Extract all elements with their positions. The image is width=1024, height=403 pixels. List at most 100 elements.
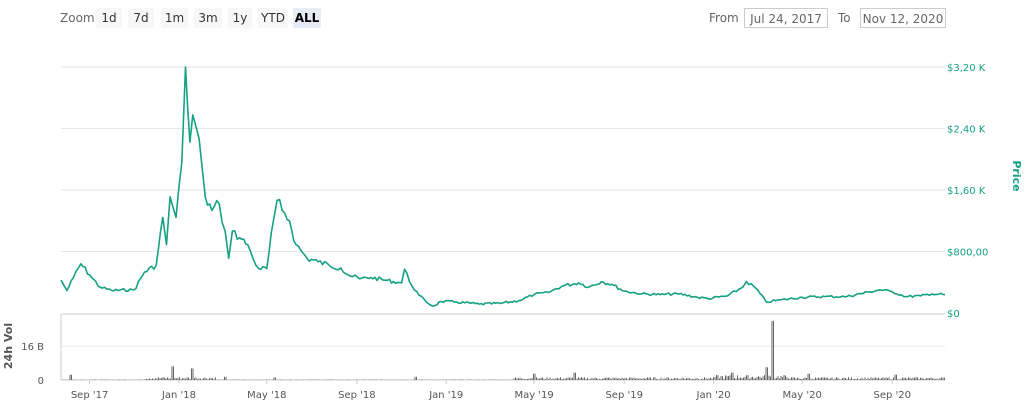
volume-bar [881,378,882,380]
volume-bar [849,378,851,380]
zoom-3m-button[interactable]: 3m [194,8,222,28]
volume-bar [185,378,186,380]
volume-tick-label: 16 B [21,342,44,353]
volume-bar [900,379,902,380]
from-label: From [709,11,739,25]
to-label: To [838,11,851,25]
volume-bar [675,378,677,380]
volume-bar [933,378,935,380]
volume-bar [555,378,557,380]
zoom-ytd-button[interactable]: YTD [258,8,288,28]
volume-bar [714,377,716,380]
volume-bar [159,378,161,380]
volume-bar [902,377,903,380]
from-date-input[interactable]: Jul 24, 2017 [744,8,828,28]
volume-bar [201,379,203,380]
zoom-7d-button[interactable]: 7d [128,8,154,28]
volume-bar [701,378,702,380]
volume-bar [275,377,276,380]
volume-bar [158,377,159,380]
volume-bar [809,373,810,380]
volume-bar [911,378,912,380]
volume-bar [515,377,516,380]
zoom-1d-button[interactable]: 1d [96,8,122,28]
volume-bar [177,378,179,380]
volume-bar [101,379,102,380]
volume-bar [222,379,224,380]
volume-bar [542,377,543,380]
volume-bar [836,377,837,380]
volume-bar [818,377,819,380]
volume-bar [833,379,834,380]
volume-bar [935,379,936,380]
volume-bar [548,379,549,380]
volume-bar [632,378,633,380]
volume-bar [539,378,540,380]
to-date-input[interactable]: Nov 12, 2020 [860,8,946,28]
volume-bar [546,377,548,380]
volume-bar [536,377,537,380]
volume-bar [140,379,141,380]
volume-bar [843,377,845,380]
volume-bar [530,378,531,380]
volume-bar [936,378,938,380]
volume-bar [884,378,885,380]
volume-bar [179,377,180,380]
volume-bar [69,374,71,380]
volume-bar [942,377,944,380]
volume-bar [708,378,710,380]
volume-axis-title: 24h Vol [2,323,15,369]
volume-bar [777,376,779,380]
volume-bar [210,378,212,380]
volume-bar [651,379,653,380]
volume-bar [611,379,612,380]
volume-bar [689,378,690,380]
volume-bar [846,379,848,380]
volume-bar [857,378,858,380]
volume-bar [894,374,896,380]
volume-bar [774,378,776,380]
price-layer [60,66,946,307]
volume-bar [602,378,603,380]
volume-bar [516,378,518,380]
volume-bar [561,379,563,380]
volume-bar [608,377,609,380]
volume-bar [722,376,723,380]
price-axis-title: Price [1010,160,1023,191]
volume-bar [750,377,752,380]
volume-bar [848,377,849,380]
volume-bar [672,378,674,380]
volume-bar [573,372,575,380]
volume-bar [758,376,759,380]
volume-bar [557,378,558,380]
volume-bar [839,379,840,380]
x-tick-label: Jan '20 [696,390,731,401]
volume-bar [582,377,584,380]
volume-bar [806,378,807,380]
volume-bar [537,378,539,380]
volume-bar [470,379,471,380]
zoom-all-button[interactable]: ALL [293,8,321,28]
volume-bar [678,378,680,380]
volume-bar [786,377,788,380]
zoom-1y-button[interactable]: 1y [228,8,252,28]
volume-bar [551,379,552,380]
volume-bar [212,378,213,380]
zoom-1m-button[interactable]: 1m [161,8,188,28]
volume-bar [906,378,908,380]
volume-bar [146,379,147,380]
x-tick-label: May '20 [783,390,822,401]
volume-bar [824,377,825,380]
volume-bar [944,377,945,380]
volume-bar [713,377,714,380]
volume-bar [696,378,698,380]
volume-bar [572,377,573,380]
volume-bar [780,376,782,380]
volume-bar [531,378,533,380]
volume-bar [152,378,153,380]
volume-bar [192,368,194,380]
volume-bar [182,378,183,380]
volume-bar [731,372,732,380]
volume-bar [938,379,939,380]
volume-bar [863,379,864,380]
